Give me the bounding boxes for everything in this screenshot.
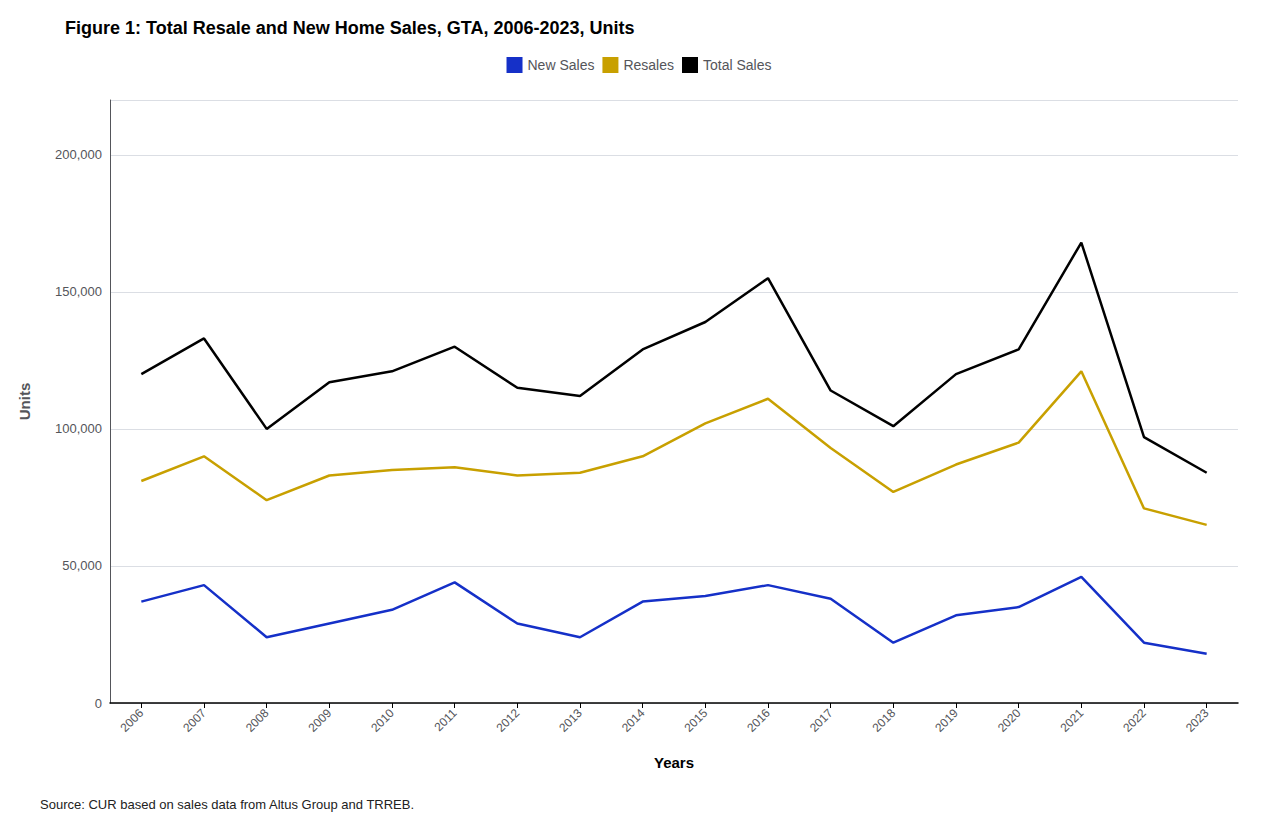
svg-text:2022: 2022 [1120,706,1149,735]
svg-text:2023: 2023 [1183,706,1212,735]
svg-text:Figure 1: Total Resale and New: Figure 1: Total Resale and New Home Sale… [65,18,635,38]
svg-text:2008: 2008 [243,706,272,735]
svg-text:Years: Years [654,754,694,771]
svg-text:2009: 2009 [306,706,335,735]
svg-text:2007: 2007 [180,706,209,735]
svg-text:2011: 2011 [431,706,459,734]
svg-text:Source: CUR based on sales dat: Source: CUR based on sales data from Alt… [40,797,414,812]
svg-text:2015: 2015 [682,706,711,735]
svg-text:2020: 2020 [995,706,1024,735]
svg-text:2017: 2017 [807,706,836,735]
svg-text:New Sales: New Sales [528,57,595,73]
svg-text:2010: 2010 [368,706,397,735]
svg-text:2012: 2012 [494,706,523,735]
svg-text:2013: 2013 [556,706,585,735]
svg-text:150,000: 150,000 [55,284,102,299]
svg-text:200,000: 200,000 [55,147,102,162]
svg-text:2006: 2006 [118,706,147,735]
svg-text:100,000: 100,000 [55,421,102,436]
svg-text:Total Sales: Total Sales [703,57,771,73]
svg-text:2016: 2016 [744,706,773,735]
svg-text:2021: 2021 [1058,706,1087,735]
svg-text:2019: 2019 [932,706,961,735]
svg-text:2018: 2018 [870,706,899,735]
svg-text:Units: Units [16,383,33,421]
svg-text:50,000: 50,000 [62,558,102,573]
svg-text:0: 0 [95,696,102,711]
svg-text:Resales: Resales [623,57,674,73]
svg-text:2014: 2014 [619,706,648,735]
